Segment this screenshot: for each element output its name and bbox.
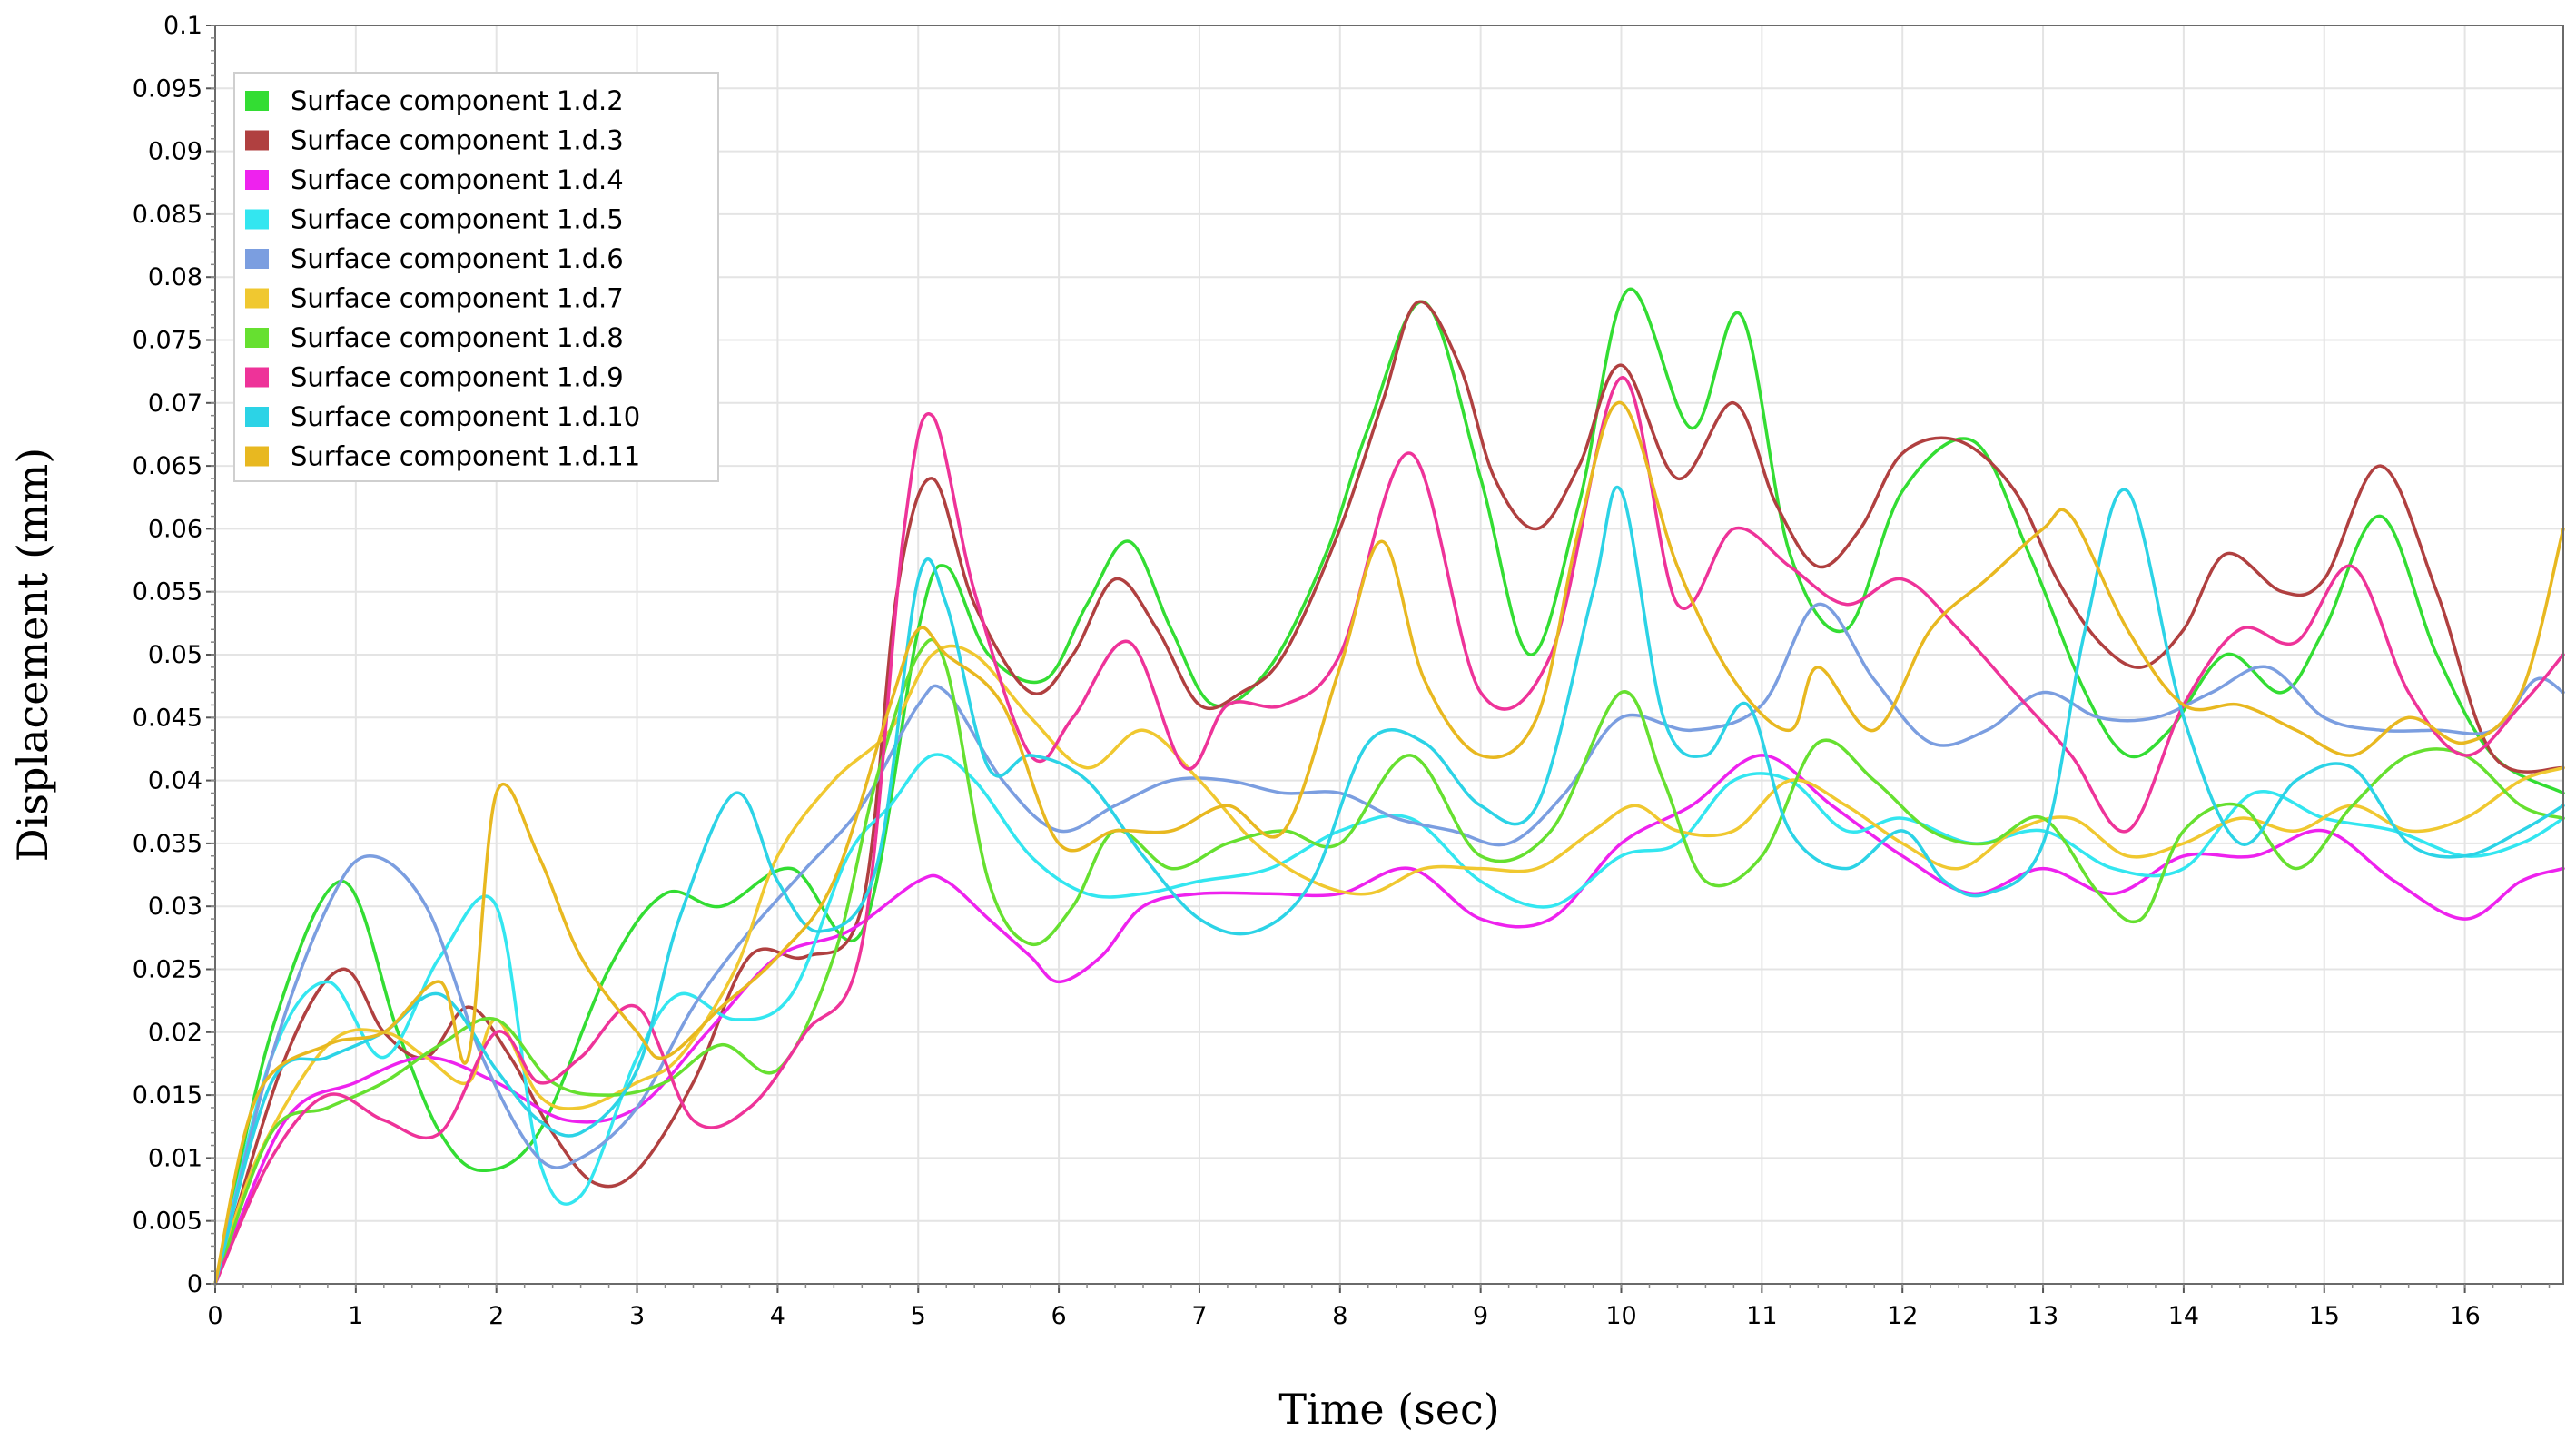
series-line-8 (213, 376, 2565, 1286)
y-tick-label: 0.075 (133, 327, 202, 355)
legend-label: Surface component 1.d.4 (291, 164, 624, 195)
legend-swatch (245, 209, 269, 230)
legend-label: Surface component 1.d.11 (291, 441, 640, 472)
legend-swatch (245, 407, 269, 427)
y-tick-label: 0.02 (148, 1019, 202, 1047)
x-tick-label: 13 (2028, 1302, 2058, 1330)
y-tick-label: 0.055 (133, 578, 202, 607)
legend-label: Surface component 1.d.10 (291, 401, 640, 432)
x-tick-label: 11 (1746, 1302, 1777, 1330)
legend-swatch (245, 170, 269, 190)
legend-label: Surface component 1.d.6 (291, 243, 624, 274)
y-tick-label: 0.045 (133, 704, 202, 732)
y-tick-label: 0.1 (163, 12, 202, 40)
legend-swatch (245, 288, 269, 309)
x-tick-label: 10 (1605, 1302, 1636, 1330)
x-tick-label: 14 (2168, 1302, 2199, 1330)
x-tick-label: 6 (1051, 1302, 1067, 1330)
series-line-2 (213, 300, 2565, 1286)
y-tick-label: 0.005 (133, 1208, 202, 1236)
series-line-9 (213, 486, 2565, 1286)
x-tick-label: 0 (207, 1302, 222, 1330)
y-tick-label: 0.015 (133, 1081, 202, 1110)
y-tick-label: 0.05 (148, 641, 202, 669)
legend-label: Surface component 1.d.2 (291, 85, 624, 116)
legend-label: Surface component 1.d.9 (291, 362, 624, 393)
series-layer (213, 287, 2565, 1286)
x-tick-label: 9 (1473, 1302, 1488, 1330)
y-tick-label: 0.035 (133, 830, 202, 858)
x-tick-label: 1 (348, 1302, 363, 1330)
y-tick-label: 0 (187, 1270, 202, 1298)
x-tick-label: 8 (1332, 1302, 1347, 1330)
y-tick-label: 0.065 (133, 452, 202, 480)
series-line-4 (213, 753, 2565, 1286)
legend: Surface component 1.d.2 Surface component… (233, 72, 719, 482)
series-line-1 (213, 287, 2565, 1286)
x-tick-label: 12 (1887, 1302, 1918, 1330)
legend-label: Surface component 1.d.5 (291, 204, 624, 235)
legend-swatch (245, 130, 269, 151)
x-tick-label: 16 (2449, 1302, 2480, 1330)
x-tick-label: 5 (911, 1302, 926, 1330)
y-axis-title: Displacement (mm) (8, 448, 57, 862)
x-axis-title: Time (sec) (1278, 1385, 1499, 1434)
y-tick-label: 0.09 (148, 138, 202, 166)
y-tick-label: 0.025 (133, 956, 202, 984)
legend-label: Surface component 1.d.3 (291, 125, 624, 156)
y-tick-label: 0.04 (148, 767, 202, 795)
legend-swatch (245, 328, 269, 348)
legend-swatch (245, 446, 269, 467)
x-tick-label: 7 (1191, 1302, 1207, 1330)
legend-box (233, 72, 719, 482)
legend-swatch (245, 367, 269, 388)
y-tick-label: 0.095 (133, 74, 202, 103)
series-line-10 (213, 401, 2565, 1286)
legend-swatch (245, 249, 269, 269)
legend-label: Surface component 1.d.8 (291, 322, 624, 353)
x-tick-label: 15 (2309, 1302, 2340, 1330)
x-tick-label: 2 (489, 1302, 504, 1330)
legend-swatch (245, 91, 269, 111)
x-tick-label: 4 (770, 1302, 785, 1330)
series-line-7 (213, 637, 2565, 1286)
x-tick-label: 3 (629, 1302, 645, 1330)
y-tick-label: 0.07 (148, 390, 202, 418)
series-line-6 (213, 644, 2565, 1286)
y-tick-label: 0.08 (148, 263, 202, 291)
y-tick-label: 0.085 (133, 201, 202, 229)
y-tick-label: 0.01 (148, 1144, 202, 1172)
legend-label: Surface component 1.d.7 (291, 283, 624, 314)
y-tick-label: 0.06 (148, 515, 202, 543)
axis-ticks: 0 1 2 3 4 5 6 7 8 9 10 11 12 13 14 15 1600.0050.010.0150… (133, 12, 2551, 1330)
y-tick-label: 0.03 (148, 893, 202, 921)
